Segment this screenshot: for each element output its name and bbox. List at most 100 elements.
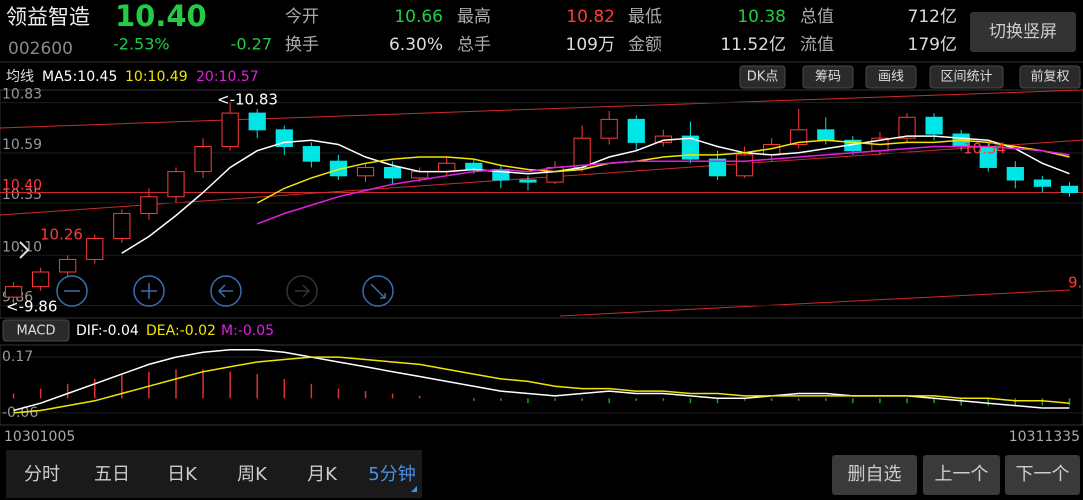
ma-line (121, 135, 1070, 254)
stock-code: 002600 (8, 39, 73, 59)
y-tick-label: 10.83 (2, 87, 42, 103)
candle-body (573, 137, 591, 168)
candle-body (519, 179, 537, 183)
candle-body (248, 112, 266, 131)
action-button[interactable] (923, 455, 1000, 495)
ma10-label: 10:10.49 (125, 69, 188, 85)
tab[interactable]: 月K (307, 464, 338, 485)
x-label-end: 10311335 (1009, 429, 1080, 445)
annotation: 10.54 (963, 140, 1006, 158)
high-annotation: <-10.83 (217, 91, 278, 109)
candle-body (356, 166, 375, 177)
tab[interactable]: 周K (237, 464, 268, 485)
stat-label: 总值 (800, 7, 834, 27)
candle-body (167, 171, 185, 198)
action-button-label: 删自选 (848, 464, 902, 485)
price: 10.40 (115, 0, 207, 33)
candle-body (221, 112, 239, 148)
toolbar-button[interactable] (802, 65, 854, 89)
tab[interactable]: 日K (167, 464, 198, 485)
reset-button[interactable] (362, 275, 394, 307)
change: -0.27 (231, 35, 272, 54)
candle-body (681, 135, 700, 160)
stat-value: 10.38 (737, 7, 786, 27)
candle-body (194, 146, 212, 173)
x-label-start: 10301005 (4, 429, 75, 445)
m-label: M:-0.05 (221, 323, 274, 339)
tab-indicator (411, 486, 417, 492)
change-pct: -2.53% (113, 35, 170, 54)
trend-line (0, 89, 1083, 129)
annotation: 10.26 (40, 226, 83, 244)
candle-body (600, 118, 618, 139)
candle-body (59, 258, 77, 273)
stock-name: 领益智造 (6, 5, 90, 29)
stat-label: 金额 (628, 35, 662, 55)
y-tick-label: 10.35 (2, 187, 42, 203)
y-tick-label: 10.59 (2, 137, 42, 153)
dif-label: DIF:-0.04 (76, 323, 139, 339)
candle-body (627, 118, 645, 143)
low-annotation: <-9.86 (6, 298, 57, 316)
ma20-label: 20:10.57 (196, 69, 259, 85)
toolbar-button-label: 画线 (878, 70, 904, 85)
toolbar-button-label: DK点 (747, 70, 779, 85)
stat-value: 11.52亿 (720, 35, 786, 55)
stat-value: 109万 (566, 35, 615, 55)
ma-line (256, 139, 1070, 204)
macd-button[interactable] (2, 319, 70, 342)
stat-label: 流值 (800, 35, 834, 55)
tab[interactable]: 五日 (94, 464, 130, 485)
stat-value: 10.82 (566, 7, 615, 27)
macd-frame (0, 344, 1083, 426)
action-button[interactable] (1005, 455, 1080, 495)
annotation: 9. (1068, 274, 1082, 292)
candle-body (465, 162, 483, 171)
zoom-out-button[interactable] (56, 275, 88, 307)
candle-body (898, 116, 916, 139)
action-button[interactable] (832, 455, 917, 495)
macd-button-label: MACD (17, 324, 56, 339)
stat-label: 今开 (285, 7, 319, 27)
stat-value: 179亿 (908, 35, 957, 55)
candle-body (735, 154, 754, 177)
candle-body (113, 212, 131, 240)
candle-body (140, 196, 158, 214)
tab[interactable]: 5分钟 (368, 464, 415, 485)
candle-body (817, 129, 835, 141)
toolbar-button-label: 前复权 (1030, 69, 1069, 85)
stat-label: 最高 (457, 7, 491, 27)
action-button-label: 上一个 (935, 464, 989, 485)
candle-body (383, 166, 402, 179)
candle-body (302, 146, 320, 162)
candle-body (1033, 179, 1052, 187)
candle-body (925, 116, 943, 135)
candle-body (546, 166, 564, 183)
zoom-in-button[interactable] (133, 275, 165, 307)
y-tick-label: 10.10 (2, 239, 42, 255)
stat-value: 6.30% (389, 35, 443, 55)
candle-body (1060, 185, 1079, 194)
toolbar-button-label: 筹码 (815, 69, 841, 85)
chevron[interactable] (19, 241, 30, 259)
dea-line (13, 356, 1070, 414)
candle-body (86, 238, 104, 260)
candle-body (790, 129, 808, 145)
toolbar-button[interactable] (1019, 65, 1081, 89)
right-button[interactable] (286, 275, 318, 307)
left-button[interactable] (210, 275, 242, 307)
stat-label: 最低 (628, 7, 662, 27)
toolbar-button[interactable] (865, 65, 917, 89)
ma-label: 均线 (6, 69, 34, 85)
dea-label: DEA:-0.02 (146, 323, 216, 339)
action-button-label: 下一个 (1016, 464, 1070, 485)
switch-button[interactable] (970, 12, 1076, 52)
toolbar-button[interactable] (929, 65, 1004, 89)
ma5-label: MA5:10.45 (42, 69, 117, 85)
toolbar-button-label: 区间统计 (940, 70, 992, 85)
candle-body (4, 286, 23, 298)
toolbar-button[interactable] (739, 65, 786, 89)
icon-glyphs (64, 283, 386, 299)
tab[interactable]: 分时 (24, 464, 60, 485)
